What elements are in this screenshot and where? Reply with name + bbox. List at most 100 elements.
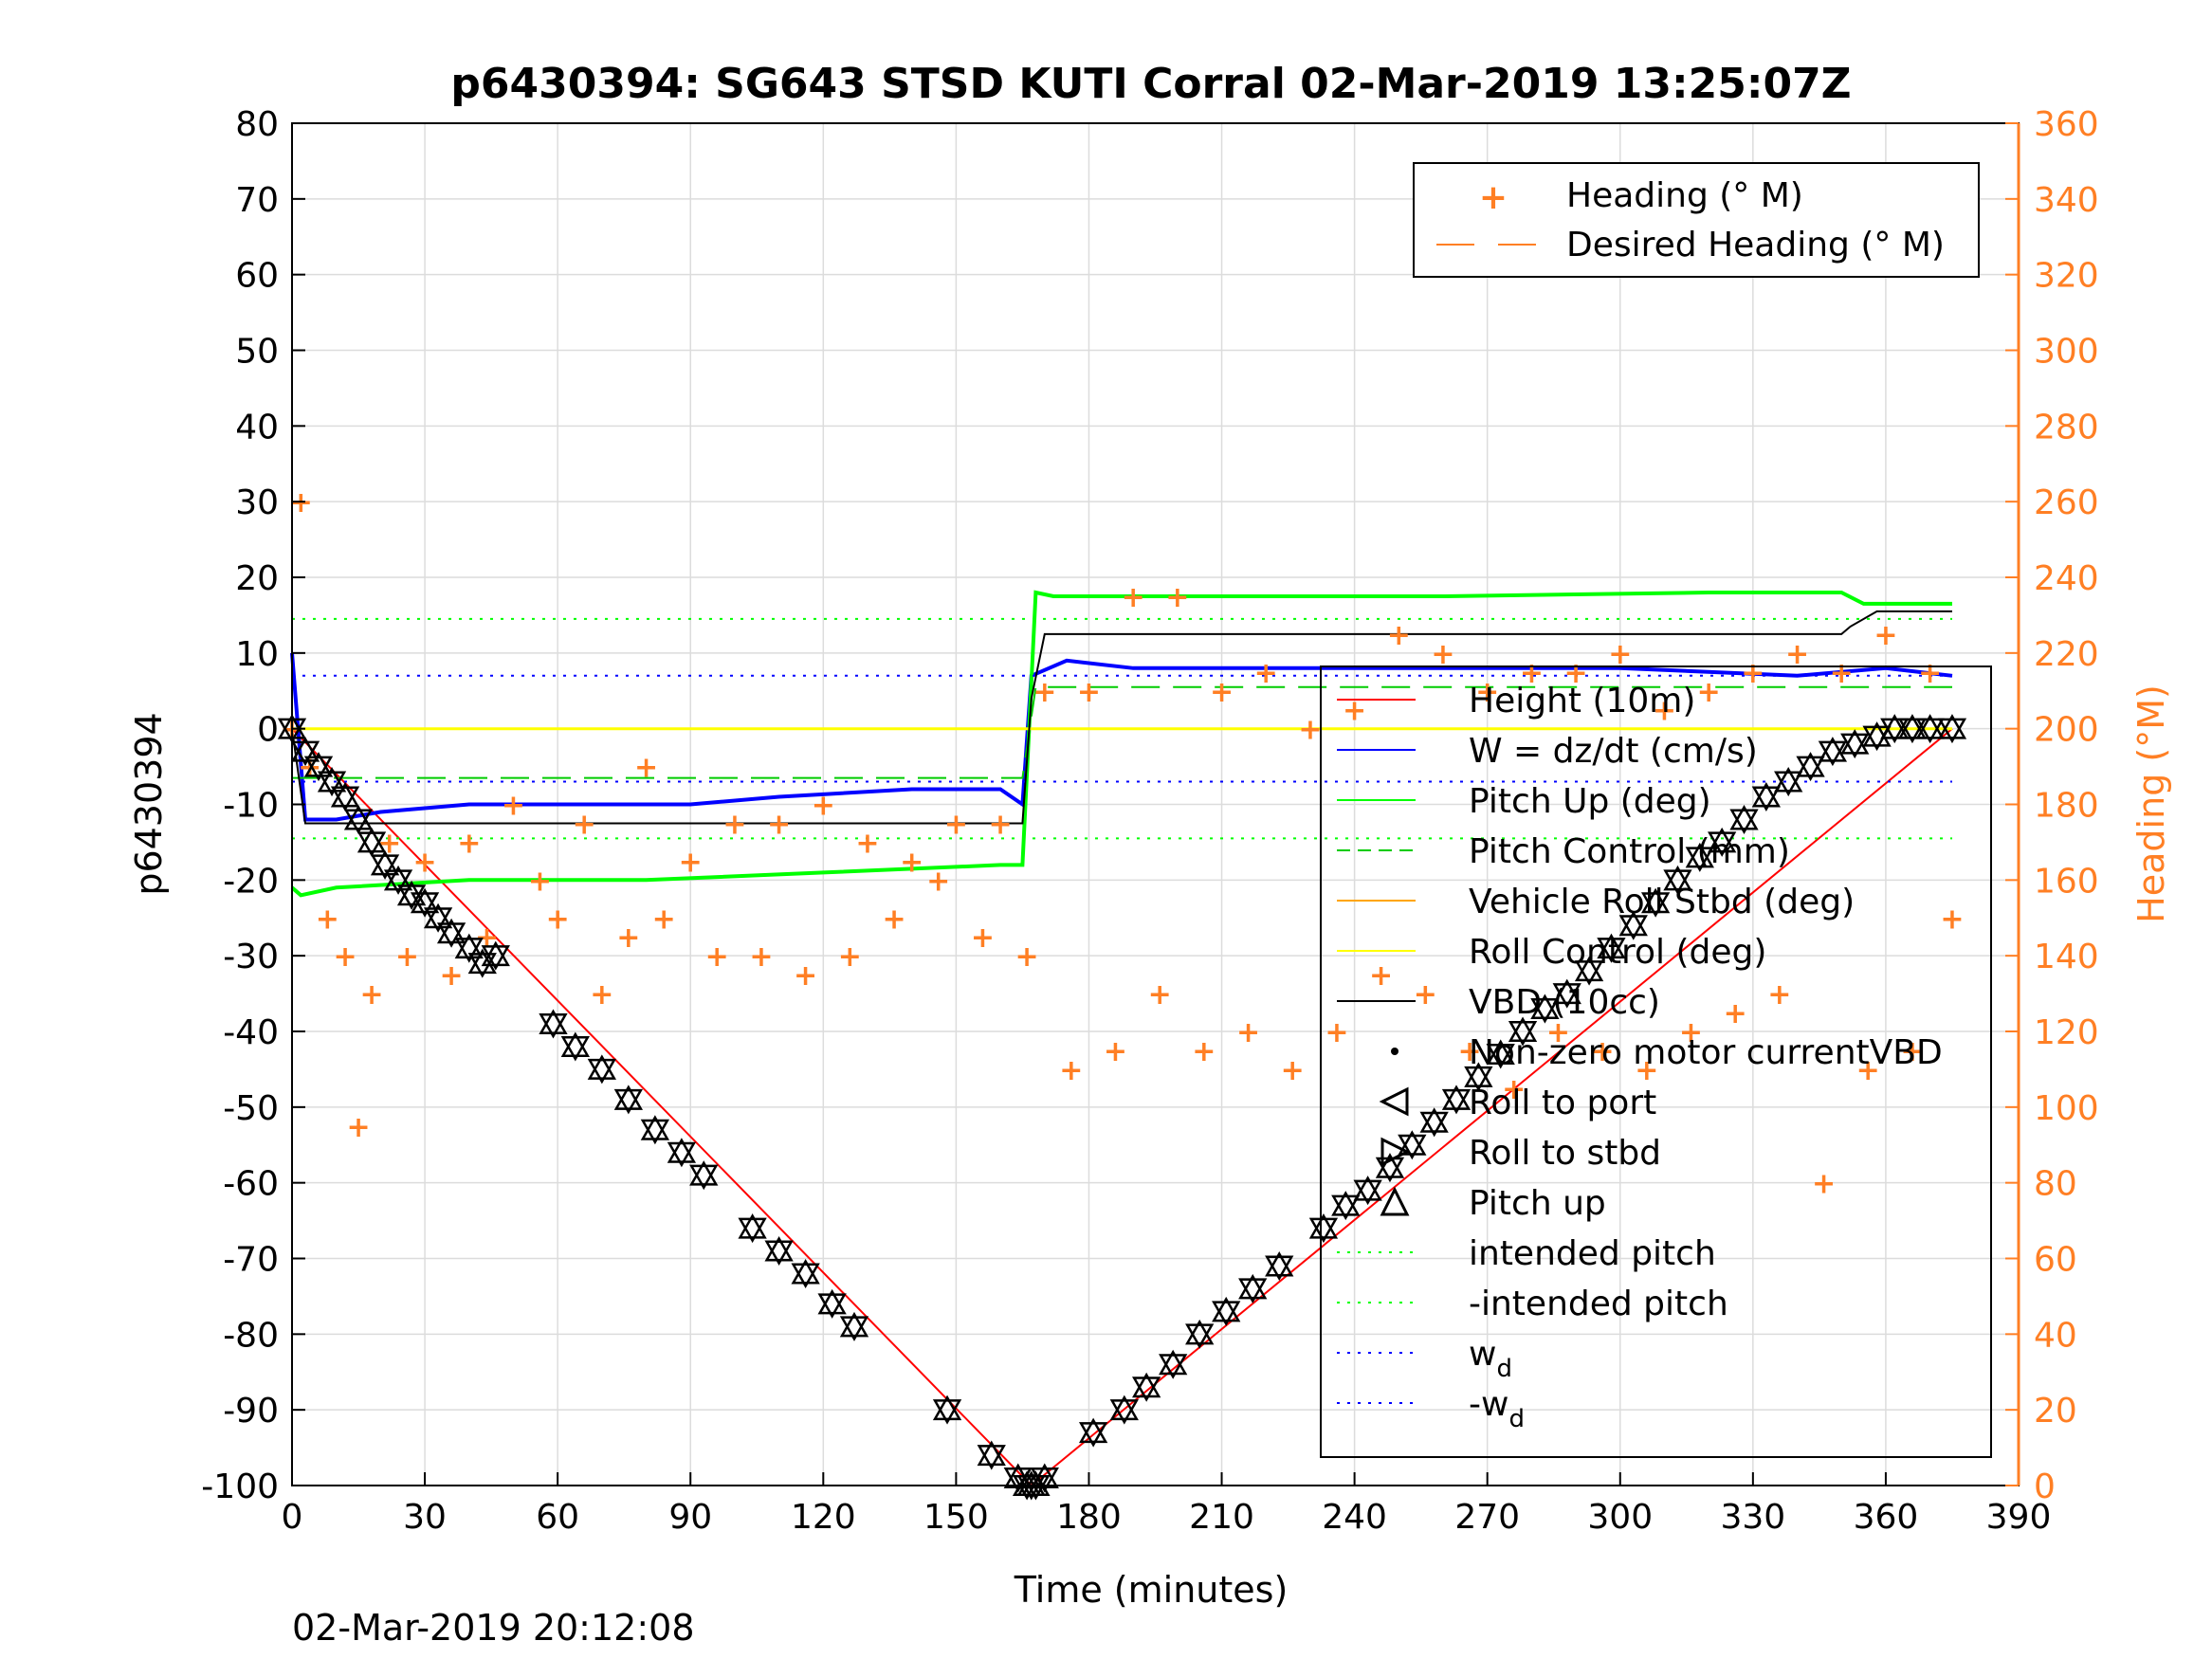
roll-marker: [1159, 1354, 1188, 1379]
x-ticks: 0 30 60 90 120 150 180 210 240 270 300 330 360 390: [282, 1472, 2052, 1537]
roll-marker: [1398, 1134, 1427, 1160]
pitch-up-marker: [1265, 1250, 1294, 1277]
legend-label-0: Height (10m): [1469, 682, 1695, 720]
pitch-up-marker: [1897, 714, 1928, 739]
roll-marker: [1915, 718, 1945, 744]
roll-marker: [396, 884, 427, 910]
roll-marker: [1353, 1179, 1382, 1206]
heading-point: +: [1900, 1035, 1924, 1068]
roll-marker: [1729, 809, 1759, 834]
legend-heading-marker: +: [1479, 178, 1508, 217]
roll-marker: [1552, 983, 1581, 1009]
pitch-up-marker: [330, 781, 360, 808]
pitch-up-marker: [481, 940, 510, 967]
roll-marker: [1708, 831, 1737, 857]
roll-marker: [1796, 756, 1825, 782]
legend-label-7: Non-zero motor currentVBD: [1469, 1033, 1943, 1072]
heading-point: +: [1210, 676, 1234, 709]
legend-label-12: -intended pitch: [1469, 1285, 1728, 1323]
pitch-up-marker: [932, 1395, 962, 1421]
heading-point: +: [1165, 581, 1189, 614]
roll-marker: [303, 756, 334, 782]
y-right-tick-label-14: 80: [2034, 1165, 2077, 1204]
heading-point: +: [528, 865, 552, 898]
roll-marker: [817, 1293, 847, 1319]
pitch-up-marker: [1640, 887, 1671, 914]
pitch-up-marker: [383, 865, 413, 891]
y-left-tick-label-14: -60: [223, 1165, 279, 1204]
pitch-up-marker: [317, 767, 347, 793]
heading-point: +: [1122, 581, 1145, 614]
pitch-up-marker: [1078, 1417, 1108, 1444]
pitch-up-marker: [1486, 1039, 1515, 1065]
pitch-up-marker: [1796, 752, 1825, 777]
pitch-up-marker: [1618, 910, 1648, 937]
y-left-tick-label-5: 30: [235, 483, 279, 522]
legend-swatch-7: [1391, 1048, 1398, 1055]
roll-marker: [1597, 938, 1626, 963]
heading-point: +: [1546, 1016, 1570, 1049]
pitch-up-marker: [343, 804, 374, 830]
legend-main-box: [1320, 665, 1992, 1458]
pitch-up-marker: [791, 1258, 820, 1285]
roll-marker: [1486, 1043, 1515, 1069]
roll-marker: [1774, 771, 1803, 797]
heading-point: +: [395, 940, 419, 974]
heading-point: +: [1520, 657, 1544, 690]
roll-marker: [1685, 847, 1714, 872]
heading-point: +: [855, 827, 879, 860]
roll-marker: [932, 1399, 962, 1425]
heading-point: +: [1148, 978, 1172, 1012]
x-tick-label-0: 0: [282, 1498, 303, 1537]
pitch-up-marker: [356, 827, 387, 853]
roll-marker: [1818, 740, 1848, 767]
y-right-tick-label-1: 340: [2034, 181, 2099, 220]
pitch-up-marker: [370, 849, 400, 876]
roll-marker: [1030, 1468, 1059, 1493]
roll-marker: [370, 854, 400, 880]
roll-marker: [1212, 1301, 1241, 1326]
x-tick-label-3: 90: [668, 1498, 712, 1537]
y-left-tick-label-8: 0: [257, 711, 279, 750]
roll-marker: [410, 892, 440, 918]
pitch-up-marker: [1441, 1085, 1472, 1110]
legend-label-1: W = dz/dt (cm/s): [1469, 732, 1758, 771]
heading-point: +: [1653, 695, 1676, 728]
y-right-tick-label-18: 0: [2034, 1468, 2056, 1506]
heading-point: +: [794, 959, 817, 993]
y-left-tick-label-4: 40: [235, 408, 279, 447]
roll-marker: [481, 945, 510, 971]
y-right-tick-label-17: 20: [2034, 1392, 2077, 1431]
legend-desired-heading-label: Desired Heading (° M): [1566, 226, 1945, 264]
legend-heading-label: Heading (° M): [1566, 176, 1803, 215]
pitch-up-marker: [467, 948, 497, 975]
heading-point: +: [1940, 902, 1964, 936]
pitch-up-marker: [1663, 865, 1692, 891]
pitch-up-marker: [817, 1288, 847, 1315]
roll-marker: [1663, 869, 1692, 895]
roll-marker: [613, 1088, 644, 1115]
legend-top: + Heading (° M) Desired Heading (° M): [1413, 162, 1980, 278]
pitch-up-marker: [1840, 729, 1870, 755]
roll-marker: [1132, 1376, 1161, 1402]
legend-label-4: Vehicle Roll Stbd (deg): [1469, 883, 1855, 921]
legend-label-6: VBD (10cc): [1469, 983, 1660, 1022]
pitch-up-marker: [560, 1031, 590, 1057]
heading-point: +: [1325, 1016, 1348, 1049]
heading-point: +: [1856, 1054, 1880, 1087]
pitch-up-marker: [613, 1085, 644, 1110]
pitch-up-marker: [1729, 804, 1759, 830]
heading-point: +: [944, 808, 968, 841]
x-tick-label-13: 390: [1986, 1498, 2052, 1537]
pitch-up-marker: [1597, 933, 1626, 959]
roll-marker: [977, 1445, 1006, 1470]
y-left-tick-label-0: 80: [235, 105, 279, 144]
roll-marker: [738, 1217, 767, 1244]
pitch-up-marker: [764, 1235, 794, 1262]
legend-label-11: intended pitch: [1469, 1234, 1716, 1273]
legend-label-8: Roll to port: [1469, 1084, 1656, 1122]
y-left-tick-label-9: -10: [223, 787, 279, 826]
y-right-tick-label-12: 120: [2034, 1013, 2099, 1052]
x-axis-label: Time (minutes): [1014, 1569, 1289, 1611]
pitch-up-marker: [1398, 1130, 1427, 1156]
